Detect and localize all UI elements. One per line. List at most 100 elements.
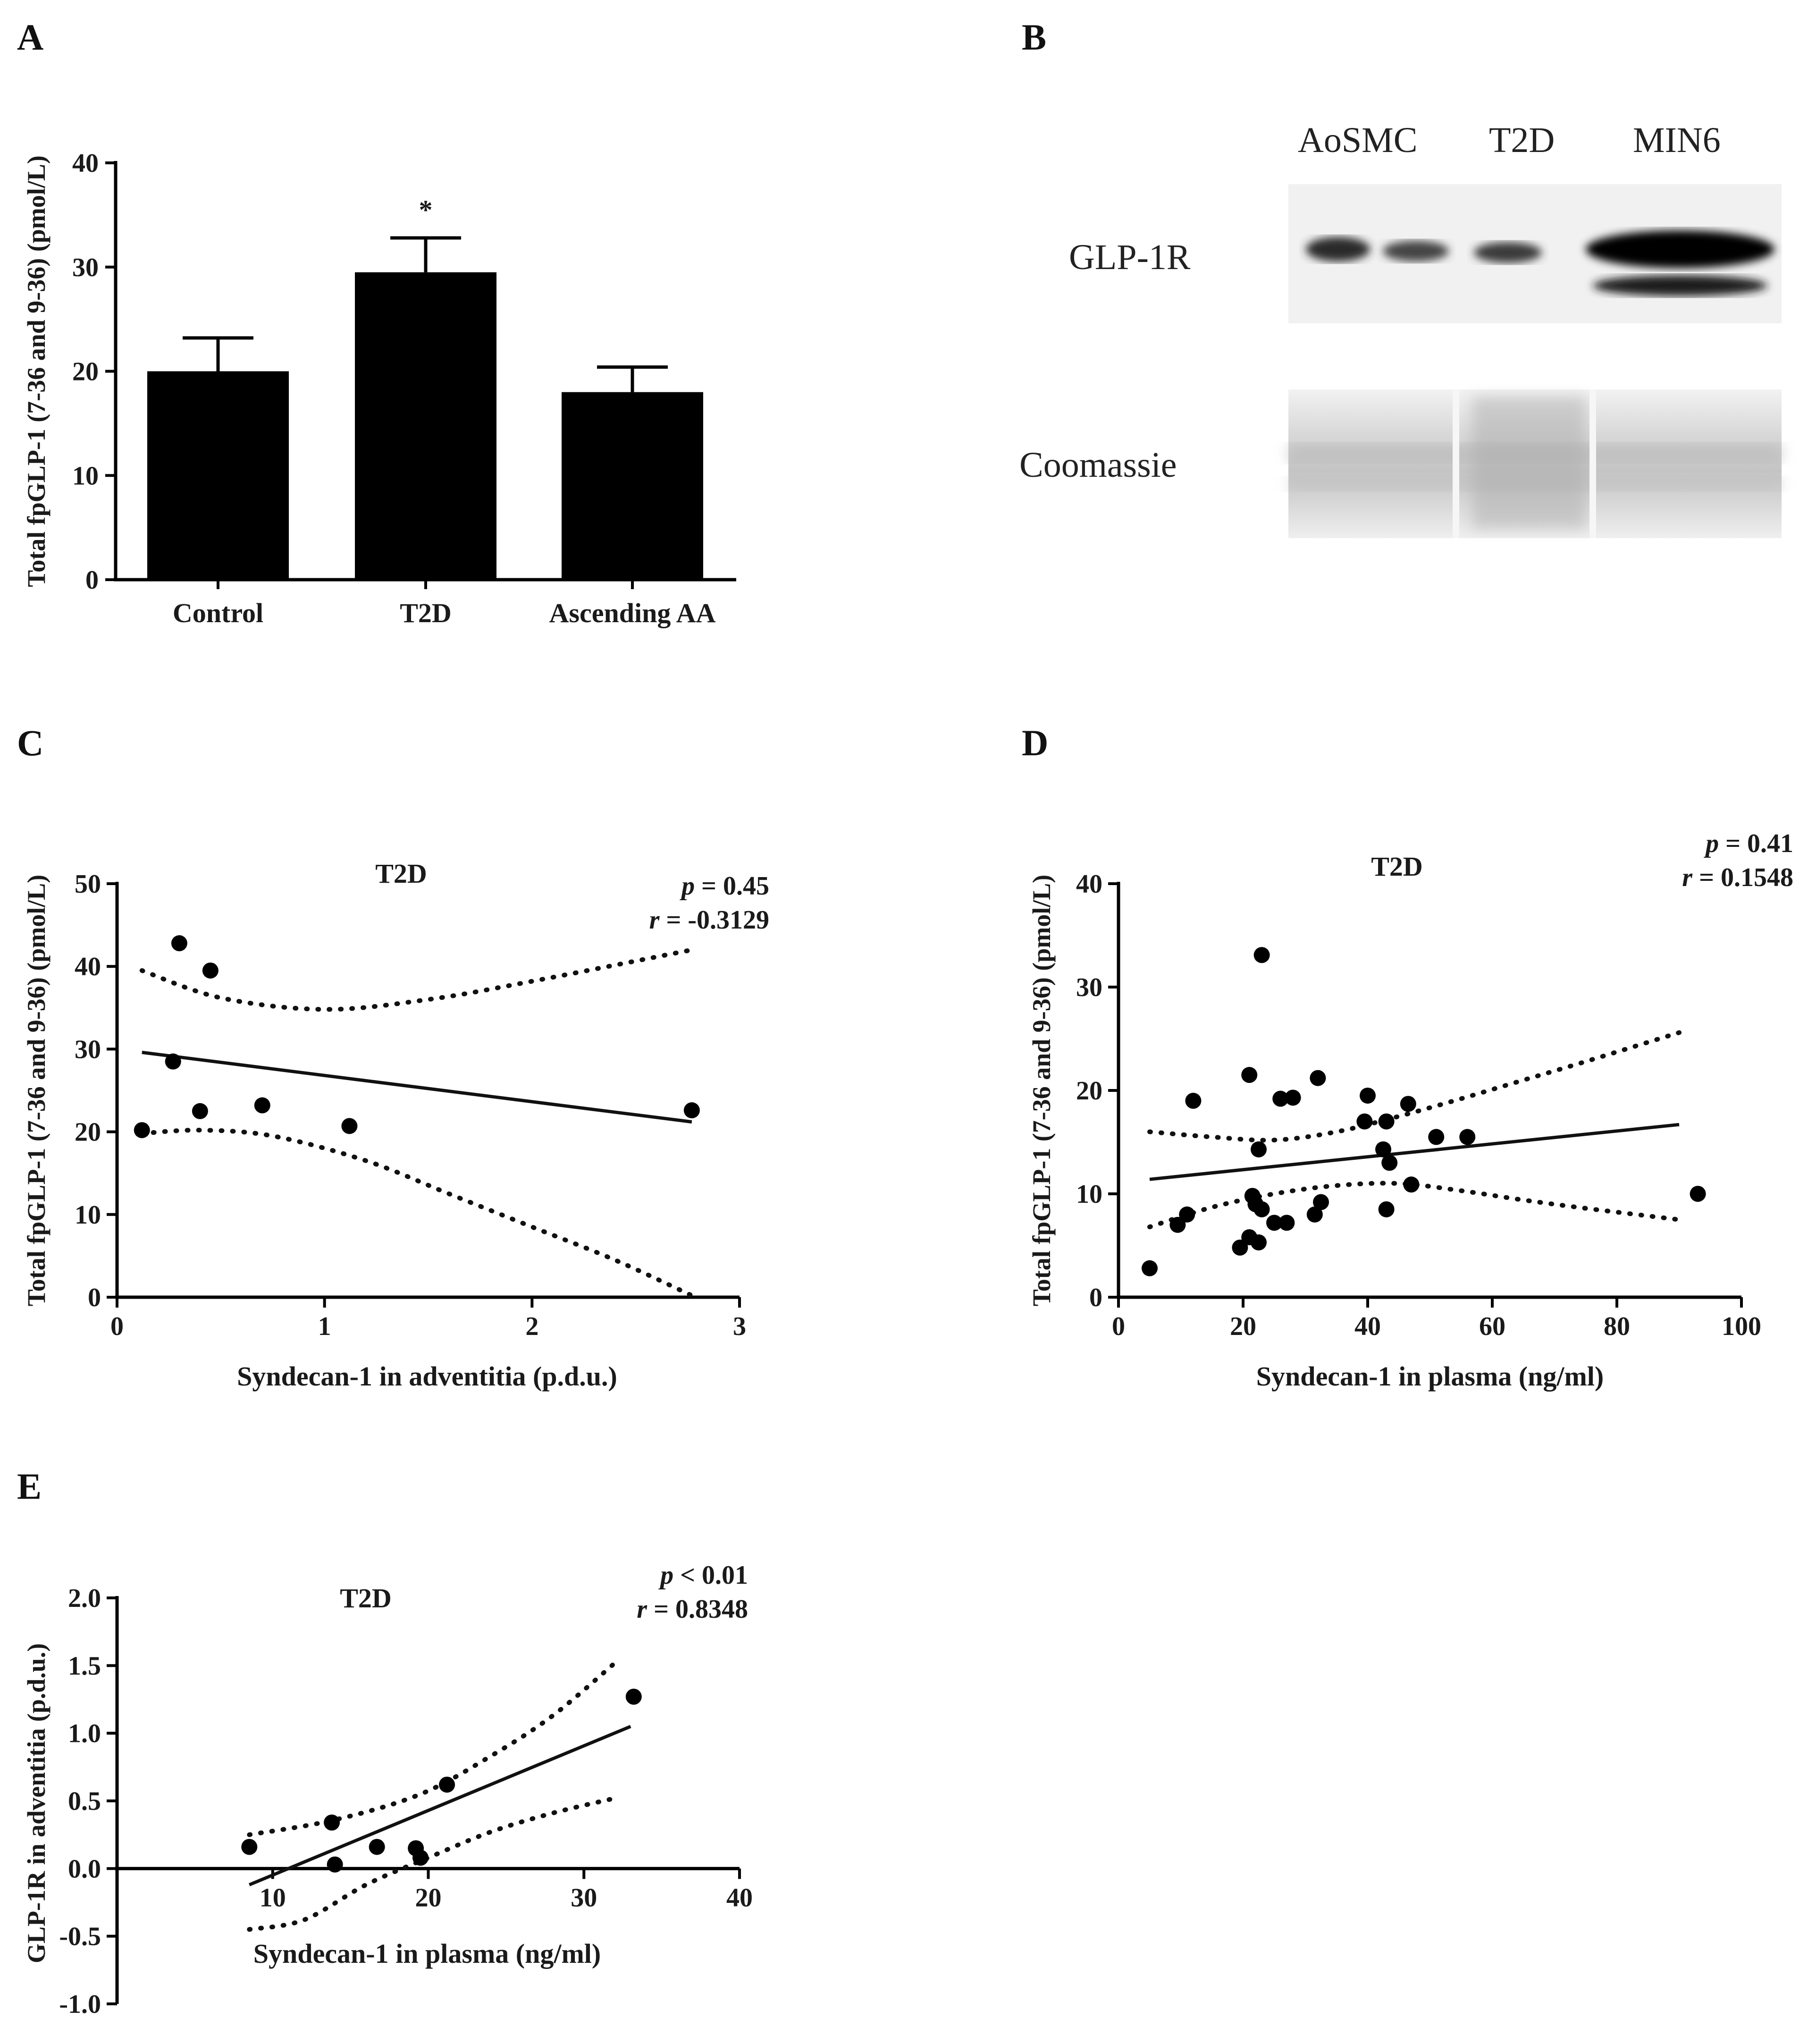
y-tick-label: 40	[1076, 870, 1102, 899]
y-tick-label: 10	[75, 1200, 101, 1230]
x-tick-label: Control	[173, 598, 263, 628]
data-point	[1232, 1239, 1248, 1256]
blot-panel: AoSMC T2D MIN6 GLP-1R Coomassie	[1019, 120, 1782, 538]
x-tick-label: 2	[525, 1312, 538, 1341]
r-value: = -0.3129	[659, 905, 769, 935]
confidence-band-upper	[1147, 1030, 1682, 1143]
x-tick-label: 20	[1230, 1312, 1256, 1341]
data-point	[1378, 1113, 1395, 1130]
y-tick-label: 20	[1076, 1076, 1102, 1106]
data-point	[625, 1689, 642, 1705]
data-point	[369, 1839, 385, 1855]
p-value-text: p = 0.41	[1704, 829, 1793, 858]
data-point	[1428, 1129, 1445, 1145]
y-axis-title: GLP-1R in adventitia (p.d.u.)	[22, 1643, 50, 1963]
p-value: = 0.41	[1719, 829, 1793, 858]
panel-label-a: A	[17, 17, 43, 58]
x-tick-label: 3	[733, 1312, 746, 1341]
x-tick-label: 20	[415, 1883, 442, 1912]
chart-title: T2D	[375, 858, 427, 889]
data-point	[341, 1118, 358, 1134]
confidence-band-upper	[139, 947, 694, 1012]
data-point	[683, 1102, 700, 1119]
chart-d-scatter: 0 10 20 30 40 0 20 40 60 80 100 T2D p = 0.41 r = 0.15…	[1027, 829, 1793, 1392]
data-point	[412, 1850, 429, 1866]
data-point	[1169, 1216, 1186, 1233]
p-symbol: p	[658, 1561, 673, 1590]
regression-line	[1149, 1123, 1680, 1181]
r-symbol: r	[649, 905, 660, 935]
y-tick-label: 1.5	[68, 1651, 101, 1681]
error-bar	[183, 336, 253, 372]
r-value: = 0.1548	[1692, 863, 1793, 892]
regression-line	[142, 1050, 692, 1124]
x-tick-label: 60	[1479, 1312, 1505, 1341]
blot-column-min6: MIN6	[1633, 120, 1721, 160]
chart-e-scatter: -1.0 -0.5 0.0 0.5 1.0 1.5 2.0 10 20 30 40 T2D p < 0.…	[22, 1561, 753, 2019]
x-tick-label: 1	[318, 1312, 331, 1341]
x-axis-title: Syndecan-1 in plasma (ng/ml)	[253, 1938, 601, 1969]
y-tick-label: 40	[72, 149, 99, 178]
data-point	[1278, 1215, 1295, 1231]
data-point	[327, 1856, 343, 1873]
r-value-text: r = 0.8348	[637, 1595, 748, 1624]
data-point	[241, 1839, 258, 1855]
y-tick-label: 0	[85, 566, 99, 595]
data-point	[1360, 1087, 1376, 1104]
x-tick-label: Ascending AA	[549, 598, 716, 628]
data-point	[1310, 1070, 1326, 1086]
y-tick-label: 20	[72, 357, 99, 387]
chart-c-scatter: 0 10 20 30 40 50 0 1 2 3 T2D p = 0.45 r = -0.3129 Syn…	[22, 858, 769, 1392]
data-point	[1185, 1092, 1202, 1109]
data-point	[1378, 1201, 1395, 1217]
x-tick-label: 30	[571, 1883, 597, 1912]
p-symbol: p	[1704, 829, 1719, 858]
data-point	[439, 1776, 455, 1793]
y-axis-title: Total fpGLP-1 (7-36 and 9-36) (pmol/L)	[1027, 875, 1056, 1307]
x-tick-label: 10	[260, 1883, 286, 1912]
bar-control	[147, 371, 289, 580]
x-tick-label: 40	[1354, 1312, 1381, 1341]
confidence-band-upper	[247, 1660, 618, 1837]
y-tick-label: -1.0	[59, 1990, 101, 2019]
y-tick-label: 30	[75, 1035, 101, 1064]
x-axis-title: Syndecan-1 in plasma (ng/ml)	[1256, 1361, 1604, 1392]
y-tick-label: 1.0	[68, 1719, 101, 1748]
y-tick-label: 20	[75, 1118, 101, 1147]
x-tick-label: 40	[726, 1883, 753, 1912]
y-tick-label: 10	[1076, 1180, 1102, 1209]
data-point	[1375, 1141, 1391, 1157]
blot-column-t2d: T2D	[1489, 120, 1555, 160]
data-point	[1313, 1194, 1329, 1210]
p-value: = 0.45	[695, 871, 769, 901]
blot-row-glp1r: GLP-1R	[1069, 237, 1191, 277]
y-tick-label: 10	[72, 461, 99, 490]
data-point	[1251, 1234, 1267, 1250]
data-point	[1266, 1215, 1282, 1231]
y-tick-label: -0.5	[59, 1922, 101, 1951]
y-tick-label: 0.0	[68, 1854, 101, 1884]
y-axis-title: Total fpGLP-1 (7-36 and 9-36) (pmol/L)	[22, 875, 50, 1307]
data-point	[1253, 1201, 1270, 1217]
panel-label-b: B	[1022, 17, 1046, 58]
data-point	[1285, 1090, 1301, 1106]
data-point	[324, 1814, 340, 1831]
blot-row-coomassie: Coomassie	[1019, 445, 1177, 485]
x-axis-title: Syndecan-1 in adventitia (p.d.u.)	[237, 1361, 617, 1392]
error-bar	[390, 236, 461, 272]
bar-ascending-aa	[562, 392, 703, 580]
x-tick-label: 100	[1722, 1312, 1761, 1341]
data-point	[254, 1097, 270, 1114]
coomassie-gel-image	[1288, 389, 1782, 538]
x-tick-label: 0	[110, 1312, 124, 1341]
y-tick-label: 30	[72, 253, 99, 282]
r-symbol: r	[637, 1595, 648, 1624]
r-value-text: r = 0.1548	[1682, 863, 1793, 892]
p-value: < 0.01	[673, 1561, 748, 1590]
data-point	[1403, 1176, 1420, 1193]
data-point	[1690, 1186, 1706, 1202]
data-point	[171, 935, 187, 952]
error-bar	[597, 365, 668, 392]
data-point	[1459, 1129, 1476, 1145]
panel-label-c: C	[17, 722, 43, 763]
